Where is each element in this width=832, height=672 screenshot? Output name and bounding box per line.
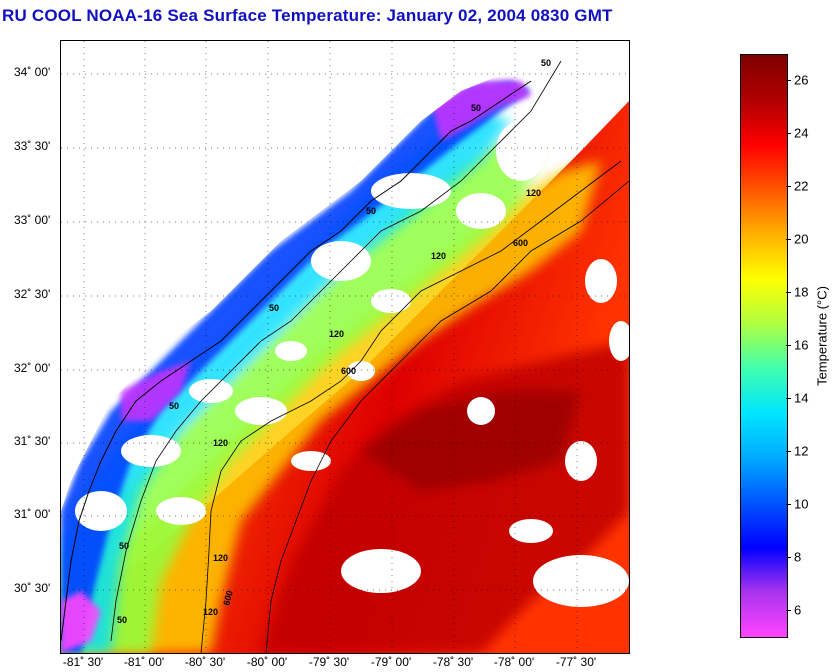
colorbar-tick-label: 6 [794,602,802,618]
cold-patch-south [61,591,101,653]
temperature-colorbar [740,54,788,638]
lat-label: 33˚ 30' [14,139,51,153]
colorbar-tick-mark [786,450,791,452]
lon-label: -78˚ 30' [432,655,474,669]
lat-label: 34˚ 00' [14,65,51,79]
lat-label: 30˚ 30' [14,581,51,595]
lon-label: -79˚ 00' [370,655,412,669]
sst-map: 50 50 50 50 50 50 50 120 120 120 120 120… [60,40,630,654]
isobath-label: 120 [203,607,218,617]
isobath-label: 50 [366,206,376,216]
colorbar-tick-label: 18 [794,284,809,300]
isobath-label: 120 [329,329,344,339]
lat-label: 33˚ 00' [14,213,51,227]
colorbar-tick-mark [786,80,791,82]
nearshore-cyan [61,111,511,653]
colorbar-tick-label: 26 [794,72,809,88]
colorbar-tick-mark [786,292,791,294]
land-east [541,41,629,121]
lat-label: 32˚ 30' [14,287,51,301]
colorbar-tick-mark [786,503,791,505]
colorbar-tick-mark [786,397,791,399]
isobath-50m [110,60,562,642]
lon-label: -81˚ 30' [62,655,104,669]
isobath-600m [265,180,629,653]
graticule [61,41,629,653]
colorbar-tick-label: 12 [794,443,809,459]
colorbar-tick-mark [786,133,791,135]
gulf-stream-dark-core [361,391,581,491]
colorbar-tick-mark [786,556,791,558]
sst-map-canvas: 50 50 50 50 50 50 50 120 120 120 120 120… [61,41,629,653]
lon-label: -81˚ 00' [123,655,165,669]
colorbar-tick-label: 22 [794,178,809,194]
lon-label: -80˚ 00' [246,655,288,669]
cloud-patches [75,121,629,607]
isobath-label: 120 [213,438,228,448]
cold-patch-north [431,81,531,141]
isobath-label: 50 [169,401,179,411]
isobath-120m [200,160,622,653]
land-area [61,41,531,511]
transition-band [61,161,601,653]
colorbar-tick-mark [786,186,791,188]
isobath-label: 50 [119,541,129,551]
isobath-label: 50 [269,303,279,313]
coastline [61,80,532,642]
lon-label: -79˚ 30' [308,655,350,669]
isobath-label: 50 [117,615,127,625]
isobath-label: 600 [341,366,356,376]
isobath-label: 120 [431,251,446,261]
coastal-cold-water [61,81,531,653]
lon-label: -78˚ 00' [493,655,535,669]
page-title: RU COOL NOAA-16 Sea Surface Temperature:… [2,6,613,25]
colorbar-tick-mark [786,345,791,346]
lat-label: 32˚ 00' [14,361,51,375]
colorbar-tick-label: 16 [794,337,809,353]
lat-label: 31˚ 30' [14,434,51,448]
lon-label: -80˚ 30' [184,655,226,669]
colorbar-label: Temperature (°C) [814,286,830,386]
cold-patch-mid [121,361,191,421]
isobath-label: 50 [471,103,481,113]
colorbar-tick-label: 8 [794,549,802,565]
colorbar-tick-label: 10 [794,496,809,512]
lon-label: -77˚ 30' [555,655,597,669]
isobath-label: 600 [221,589,235,606]
isobath-label: 120 [526,188,541,198]
colorbar-tick-mark [786,239,791,241]
lat-label: 31˚ 00' [14,507,51,521]
colorbar-tick-label: 20 [794,231,809,247]
isobath-label: 600 [513,238,528,248]
isobath-label: 120 [213,553,228,563]
colorbar-tick-mark [786,609,791,611]
isobath-label: 50 [541,58,551,68]
colorbar-tick-label: 24 [794,125,809,141]
colorbar-tick-label: 14 [794,390,809,406]
